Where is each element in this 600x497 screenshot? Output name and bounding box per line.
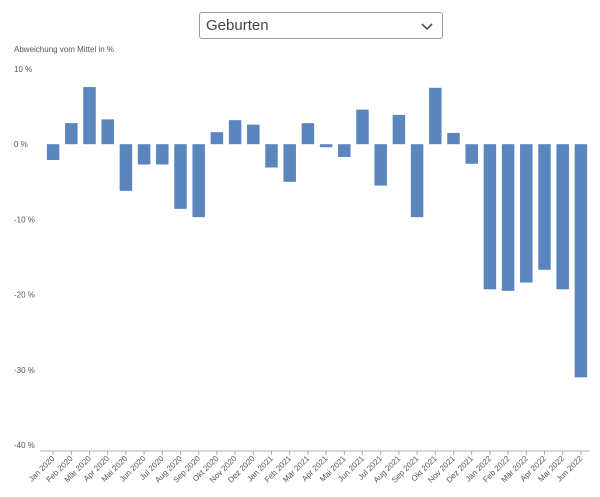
bar xyxy=(574,144,588,378)
bar xyxy=(319,144,333,148)
bar xyxy=(465,144,478,164)
y-tick-label: -40 % xyxy=(14,441,35,450)
bar xyxy=(247,124,260,145)
bar xyxy=(283,144,296,182)
bar xyxy=(228,120,242,145)
y-tick-label: 10 % xyxy=(14,65,32,74)
metric-dropdown[interactable]: Geburten xyxy=(199,12,443,39)
y-tick-label: -10 % xyxy=(14,215,35,224)
bar xyxy=(556,144,569,290)
bar xyxy=(429,87,442,145)
bar xyxy=(174,144,187,209)
bar xyxy=(374,144,387,186)
bar xyxy=(501,144,515,291)
bar xyxy=(410,144,424,218)
chevron-down-icon xyxy=(421,23,433,31)
bar xyxy=(356,109,369,145)
bar xyxy=(101,119,114,145)
y-tick-label: -30 % xyxy=(14,366,35,375)
y-tick-label: -20 % xyxy=(14,291,35,300)
bar xyxy=(338,144,351,157)
bar xyxy=(520,144,533,283)
bar xyxy=(83,87,96,145)
bar xyxy=(392,114,406,145)
bar xyxy=(265,144,278,168)
y-axis-title: Abweichung vom Mittel in % xyxy=(14,45,115,54)
y-tick-label: 0 % xyxy=(14,140,28,149)
bar xyxy=(46,144,60,160)
bar xyxy=(483,144,497,290)
bar xyxy=(137,144,151,165)
bar xyxy=(119,144,133,191)
bar xyxy=(301,123,315,145)
dropdown-selected-label: Geburten xyxy=(206,17,269,34)
bar xyxy=(156,144,169,165)
bar xyxy=(192,144,205,218)
bar xyxy=(447,132,460,145)
bar xyxy=(538,144,551,270)
bar xyxy=(65,123,78,145)
bar xyxy=(210,132,224,145)
